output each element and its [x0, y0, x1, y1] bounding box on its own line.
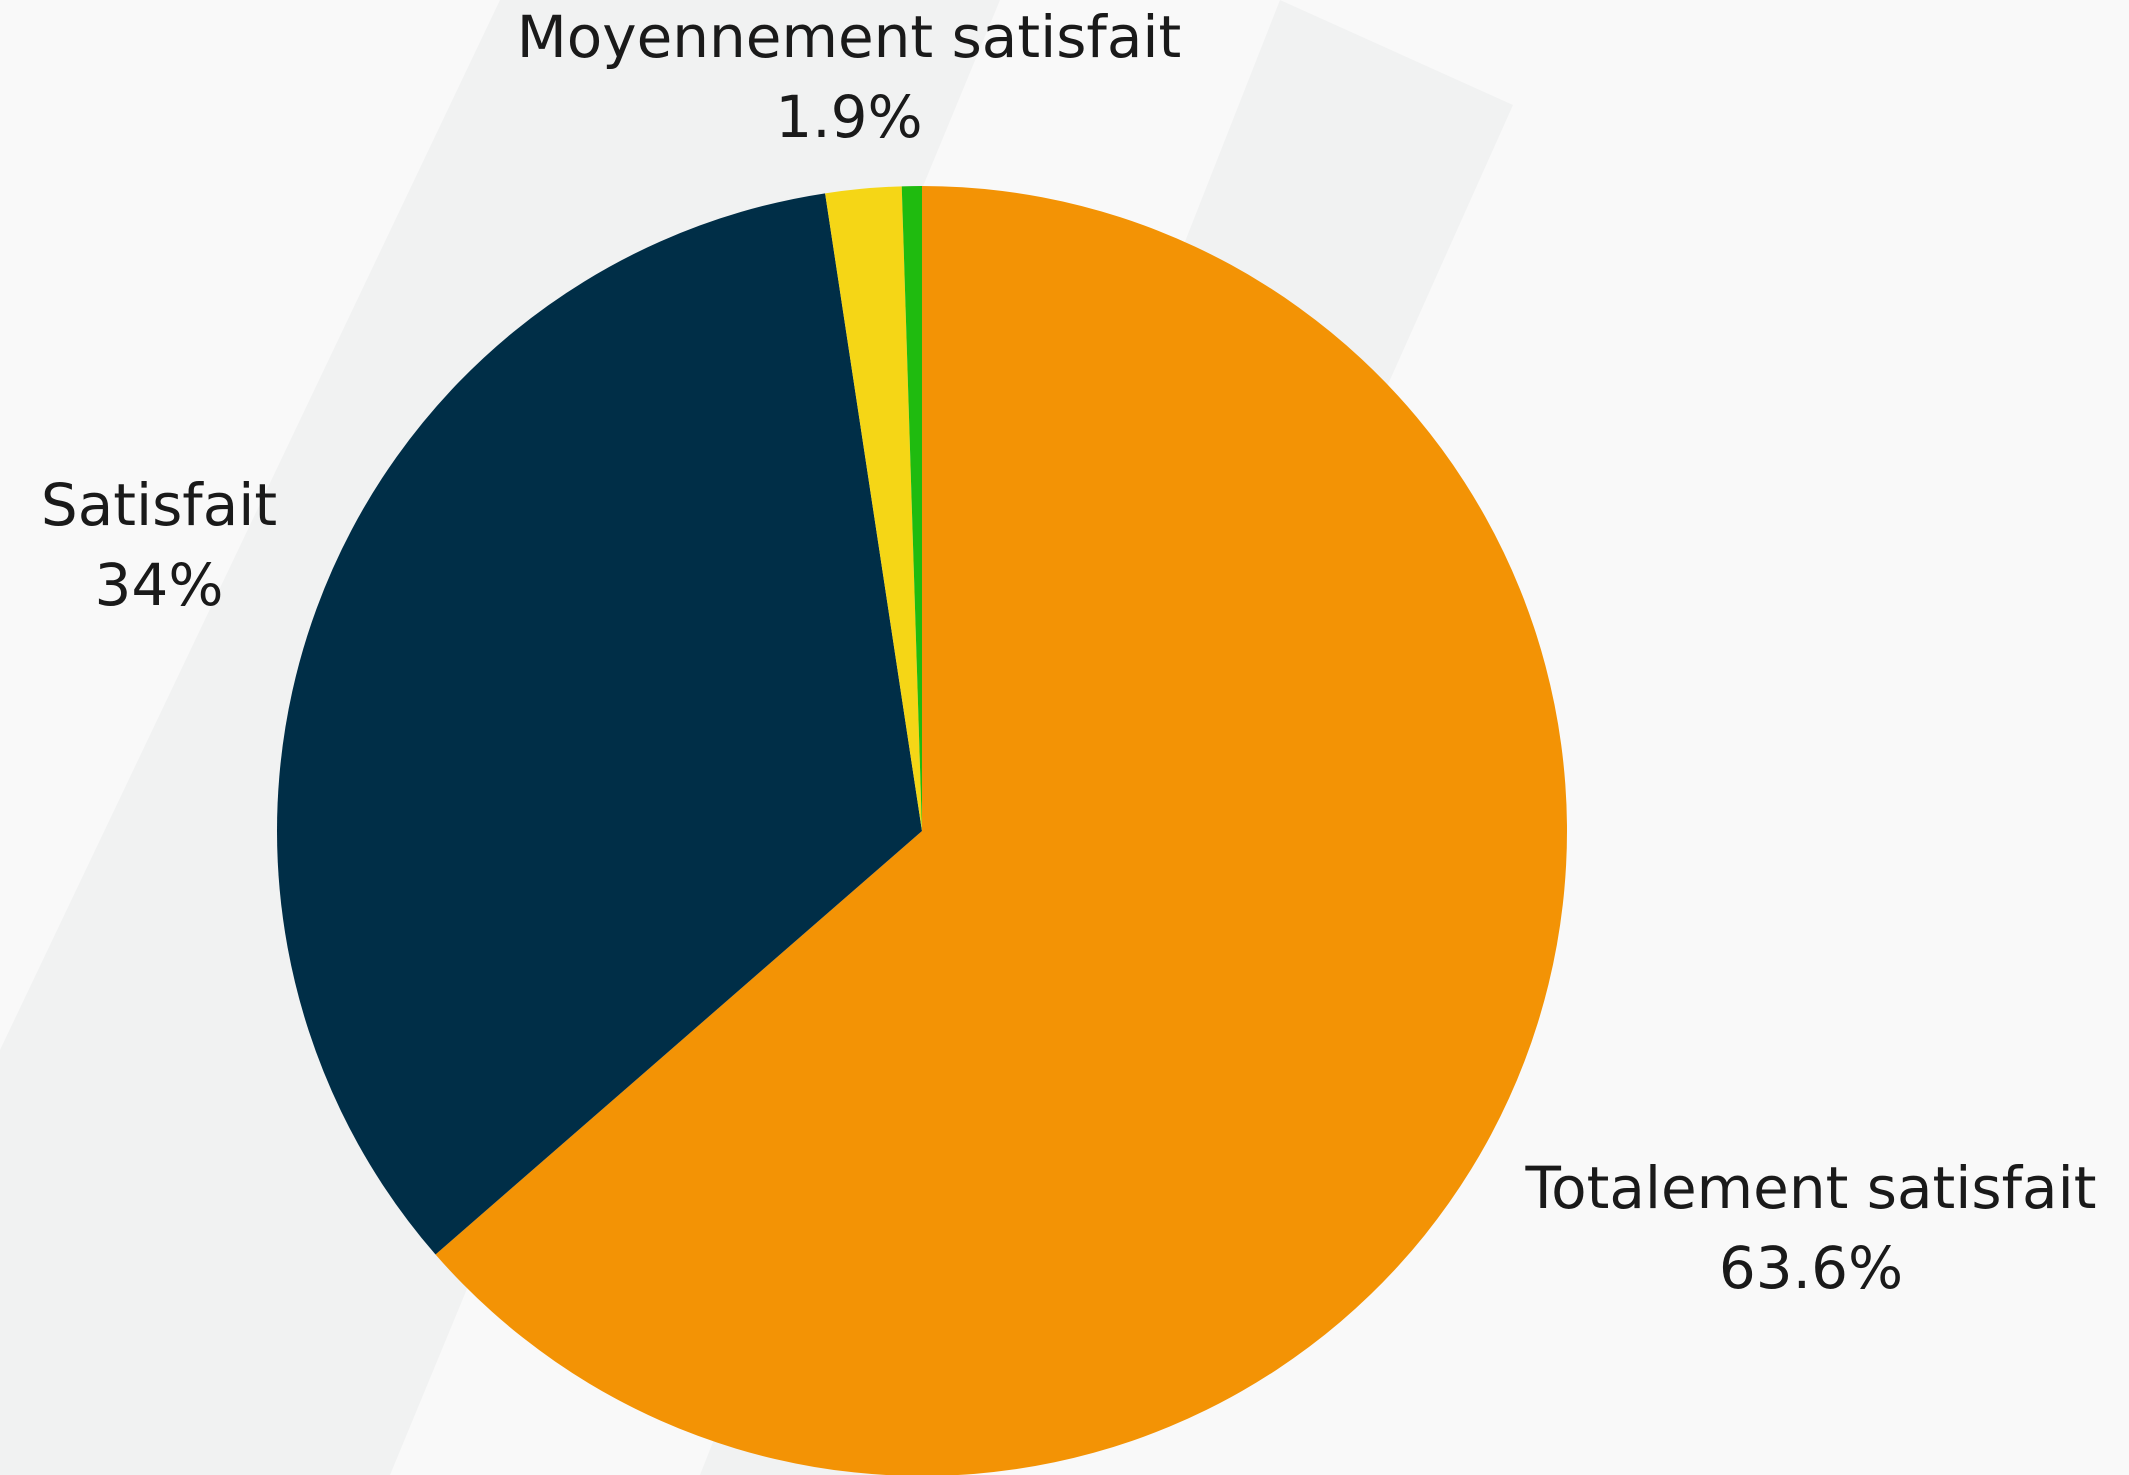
pie-slice [901, 186, 922, 831]
slice-label: Satisfait [41, 471, 277, 539]
pie-slice [435, 186, 1567, 1475]
pie-slice [825, 186, 922, 832]
slice-value-label: 34% [95, 551, 224, 619]
slice-value-label: 63.6% [1719, 1234, 1903, 1302]
pie-slice [277, 193, 922, 1255]
slice-label: Totalement satisfait [1525, 1154, 2097, 1222]
slice-label: Moyennement satisfait [517, 3, 1182, 71]
slice-value-label: 1.9% [775, 83, 922, 151]
